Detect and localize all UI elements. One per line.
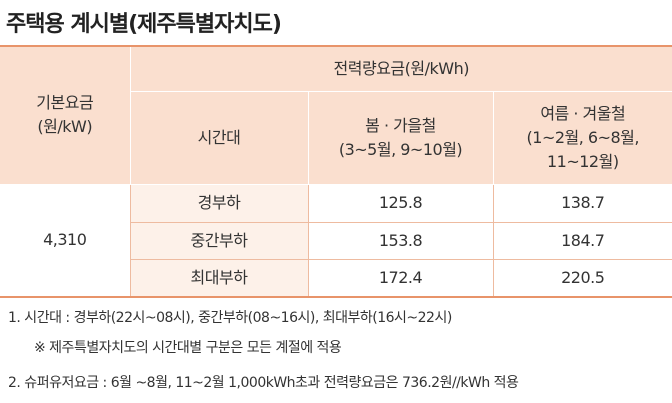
rate-table: 기본요금 (원/kW) 전력량요금(원/kWh) 시간대 봄 · 가을철 (3~5월… — [0, 45, 672, 298]
header-line: (원/kW) — [37, 117, 93, 137]
note: ※ 제주특별자치도의 시간대별 구분은 모든 계절에 적용 — [34, 340, 342, 356]
header-line: 여름 · 겨울철 — [540, 103, 626, 123]
time-slot: 중간부하 — [130, 221, 309, 260]
header-line: (3~5월, 9~10월) — [338, 139, 463, 159]
rate: 172.4 — [307, 258, 494, 298]
base-fee-header: 기본요금 (원/kW) — [0, 45, 131, 185]
base-fee-value: 4,310 — [0, 183, 131, 298]
rate: 138.7 — [492, 183, 672, 223]
season-header: 여름 · 겨울철 (1~2월, 6~8월, 11~12월) — [492, 90, 672, 185]
title: 주택용 계시별(제주특별자치도) — [6, 12, 282, 37]
energy-fee-header: 전력량요금(원/kWh) — [129, 45, 672, 92]
header-line: 11~12월) — [546, 151, 619, 171]
rate: 220.5 — [492, 258, 672, 298]
header-line: 기본요금 — [36, 93, 94, 113]
header-line: (1~2월, 6~8월, — [526, 127, 640, 147]
time-slot: 최대부하 — [130, 258, 309, 298]
note: 1. 시간대 : 경부하(22시~08시), 중간부하(08~16시), 최대부… — [8, 310, 452, 326]
rate: 153.8 — [307, 221, 494, 260]
rate: 125.8 — [307, 183, 494, 223]
rate: 184.7 — [492, 221, 672, 260]
header-line: 봄 · 가을철 — [365, 115, 436, 135]
season-header: 봄 · 가을철 (3~5월, 9~10월) — [307, 90, 494, 185]
note: 2. 슈퍼유저요금 : 6월 ~8월, 11~2월 1,000kWh초과 전력량… — [8, 375, 519, 391]
time-slot: 경부하 — [129, 183, 309, 223]
time-slot-header: 시간대 — [130, 90, 309, 185]
